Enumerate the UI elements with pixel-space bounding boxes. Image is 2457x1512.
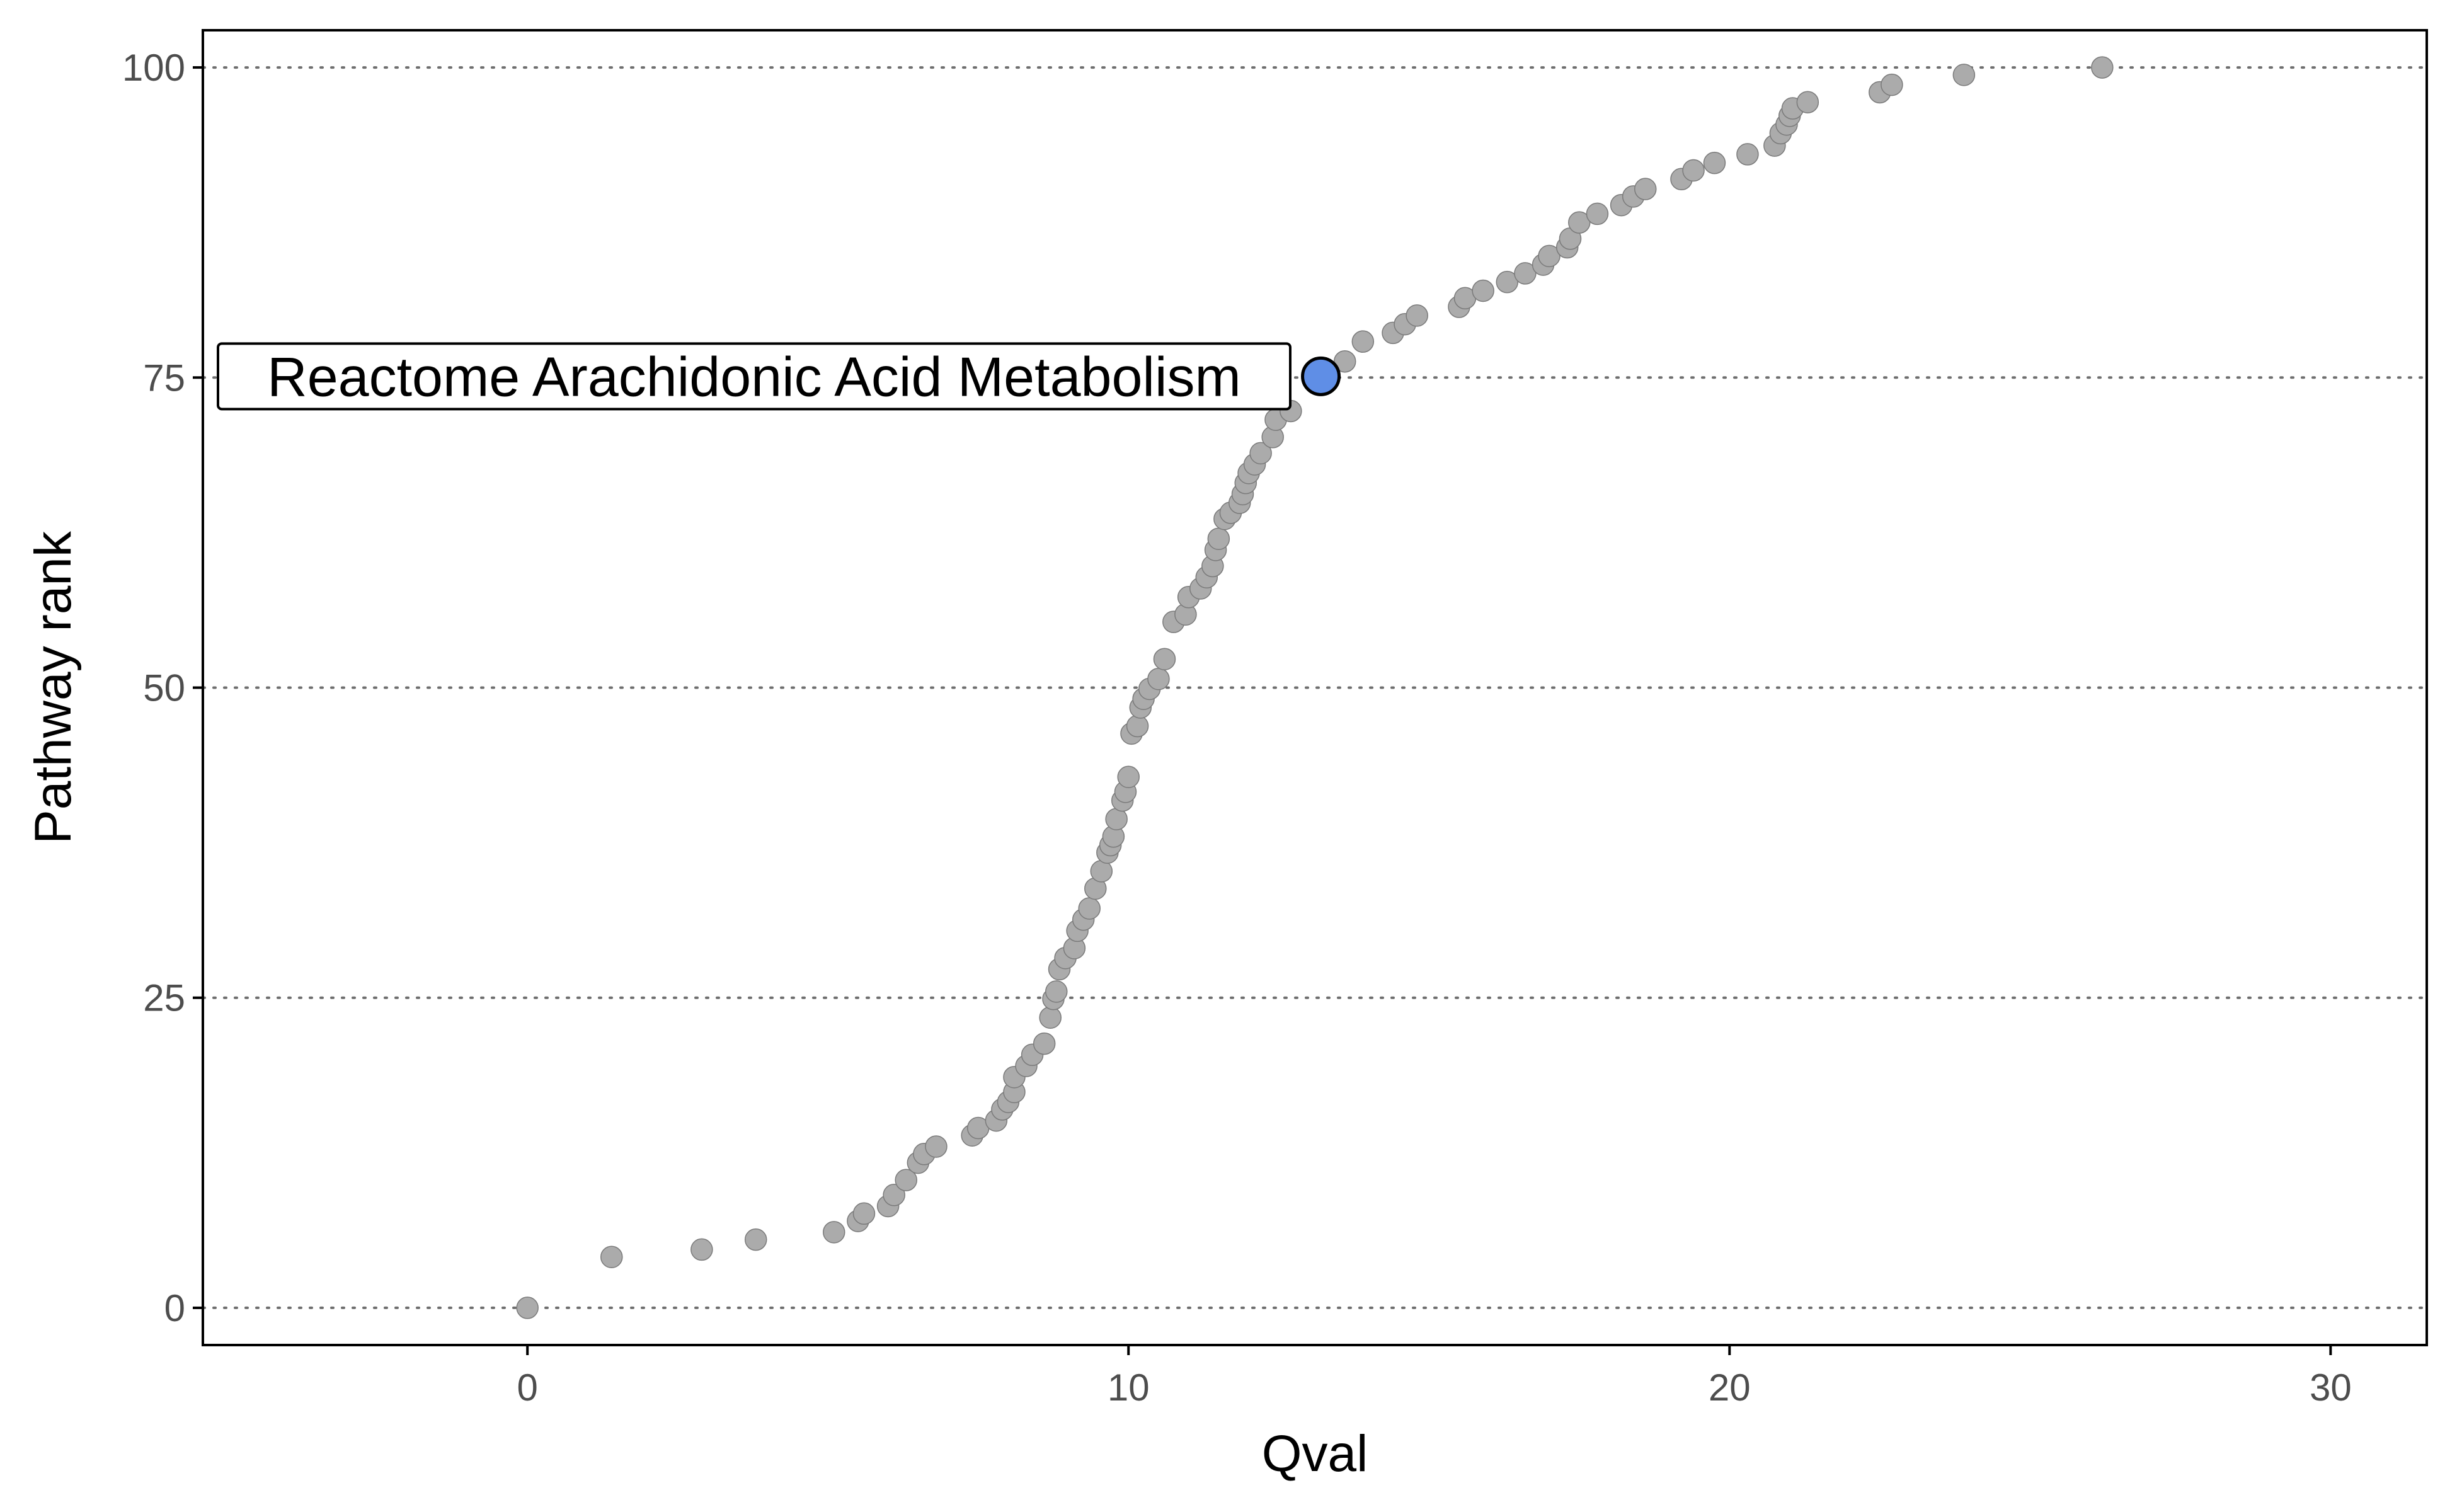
x-tick-label: 30 bbox=[2310, 1366, 2352, 1409]
y-tick-label: 100 bbox=[122, 47, 185, 89]
data-point bbox=[1703, 151, 1726, 175]
data-point bbox=[516, 1297, 539, 1319]
data-point bbox=[1033, 1032, 1056, 1055]
data-point bbox=[895, 1169, 917, 1191]
data-point bbox=[1736, 143, 1759, 166]
y-tick-label: 25 bbox=[143, 977, 185, 1019]
axis-ticks: 0 25 50 75 100 0 10 20 30 bbox=[122, 47, 2352, 1409]
highlight-label-text: Reactome Arachidonic Acid Metabolism bbox=[267, 345, 1241, 408]
data-point bbox=[1796, 91, 1819, 113]
data-point bbox=[1472, 279, 1494, 302]
data-point bbox=[1406, 304, 1428, 327]
y-tick-label: 50 bbox=[143, 667, 185, 709]
data-point bbox=[1538, 244, 1561, 268]
highlight-label-box bbox=[217, 342, 1292, 411]
data-point bbox=[883, 1184, 905, 1206]
data-point bbox=[852, 1202, 876, 1225]
data-point bbox=[1153, 648, 1176, 670]
data-point bbox=[1496, 270, 1519, 294]
y-axis-title: Pathway rank bbox=[25, 530, 82, 844]
highlight-point bbox=[1301, 356, 1341, 396]
data-point bbox=[1090, 860, 1113, 883]
grid-lines bbox=[202, 66, 2428, 1309]
data-point bbox=[1147, 667, 1170, 690]
data-point bbox=[1881, 73, 1903, 96]
data-point bbox=[1333, 350, 1356, 373]
data-point bbox=[1514, 262, 1537, 285]
x-tick-label: 0 bbox=[517, 1366, 538, 1409]
data-point bbox=[823, 1221, 845, 1244]
data-point bbox=[1351, 330, 1375, 353]
data-point bbox=[690, 1238, 713, 1261]
y-tick-label: 75 bbox=[143, 357, 185, 399]
data-point bbox=[1634, 178, 1657, 200]
data-point bbox=[925, 1135, 948, 1158]
data-point bbox=[1126, 714, 1149, 738]
data-points bbox=[516, 56, 2114, 1319]
data-point bbox=[1586, 202, 1609, 226]
data-point bbox=[1952, 64, 1976, 86]
y-tick-label: 0 bbox=[164, 1287, 185, 1329]
data-point bbox=[600, 1246, 623, 1268]
x-tick-label: 10 bbox=[1108, 1366, 1150, 1409]
data-point bbox=[1105, 808, 1128, 830]
highlight-annotation: Reactome Arachidonic Acid Metabolism bbox=[217, 342, 1341, 411]
data-point bbox=[744, 1228, 767, 1251]
data-point bbox=[1045, 980, 1068, 1003]
data-point bbox=[1682, 159, 1705, 182]
x-tick-label: 20 bbox=[1709, 1366, 1751, 1409]
data-point bbox=[2091, 56, 2114, 79]
data-point bbox=[1249, 442, 1272, 465]
data-point bbox=[1117, 765, 1140, 789]
data-point bbox=[1039, 1006, 1062, 1029]
x-axis-title: Qval bbox=[1262, 1425, 1368, 1482]
data-point bbox=[1568, 211, 1591, 234]
data-point bbox=[1078, 897, 1101, 920]
data-point bbox=[1207, 527, 1230, 550]
